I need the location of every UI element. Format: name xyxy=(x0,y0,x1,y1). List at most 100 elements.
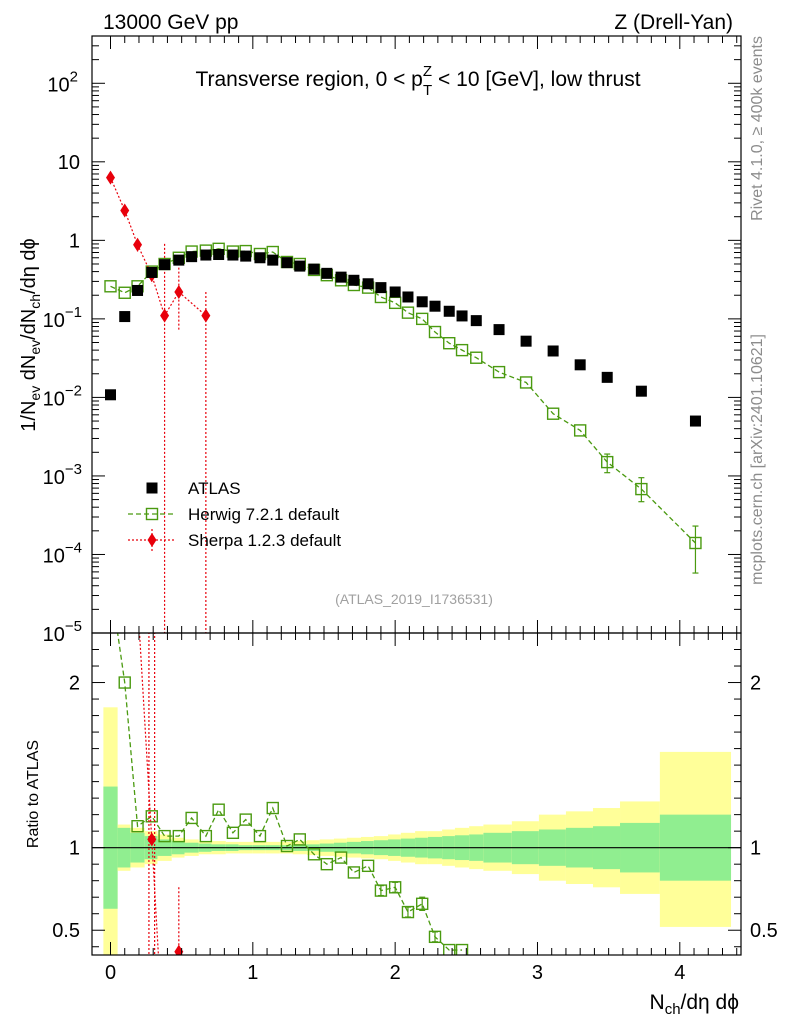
legend-herwig-marker xyxy=(145,507,159,521)
ratio-herwig-point xyxy=(253,829,267,843)
main-panel-title: Transverse region, 0 < pZ T < 10 [GeV], l… xyxy=(195,63,640,99)
herwig-point xyxy=(519,376,533,389)
atlas-point xyxy=(119,311,131,323)
main-y-tick-label: 10−1 xyxy=(43,304,82,332)
ratio-sherpa-point xyxy=(147,832,157,847)
sherpa-point xyxy=(201,308,211,323)
atlas-point xyxy=(105,389,117,401)
ratio-herwig-point xyxy=(280,839,294,853)
atlas-point xyxy=(308,263,320,275)
ratio-axes: 0 1 2 3 4 0.5 0.5 1 1 2 2 xyxy=(52,632,778,984)
ratio-herwig-point xyxy=(226,826,240,840)
tick-base: 10 xyxy=(43,388,65,410)
tick-exponent: −4 xyxy=(65,539,82,556)
atlas-point xyxy=(146,266,158,278)
herwig-point xyxy=(428,325,442,339)
atlas-point xyxy=(493,324,505,336)
ratio-herwig-point xyxy=(401,905,415,919)
atlas-point xyxy=(321,267,333,279)
ratio-y-tick-label: 1 xyxy=(69,838,80,860)
atlas-point xyxy=(200,249,212,261)
herwig-point xyxy=(492,365,506,379)
main-y-tick-label: 10−4 xyxy=(43,539,82,567)
header-energy-label: 13000 GeV pp xyxy=(103,11,238,34)
ratio-herwig-point xyxy=(131,820,144,833)
legend-atlas-marker xyxy=(146,482,158,494)
atlas-point xyxy=(281,257,293,269)
x-tick-label: 3 xyxy=(532,962,543,984)
main-y-tick-label: 10 xyxy=(58,152,80,174)
ratio-herwig-point xyxy=(347,866,361,879)
atlas-point xyxy=(240,250,252,262)
atlas-point xyxy=(689,415,701,427)
tick-exponent: 2 xyxy=(70,68,78,85)
main-y-tick-label: 102 xyxy=(47,68,78,96)
atlas-point xyxy=(574,359,586,371)
tick-base: 10 xyxy=(43,545,65,567)
ratio-herwig-point xyxy=(293,833,306,846)
main-y-tick-label: 10−2 xyxy=(43,382,82,410)
legend-sherpa-marker xyxy=(147,533,157,547)
ratio-herwig-point xyxy=(455,943,469,955)
sherpa-point xyxy=(106,170,116,185)
rivet-version-label: Rivet 4.1.0, ≥ 400k events xyxy=(749,36,766,221)
atlas-point xyxy=(635,385,647,397)
ratio-herwig-point xyxy=(320,857,334,871)
legend-label: ATLAS xyxy=(188,479,241,498)
tick-base: 10 xyxy=(43,624,65,646)
header-process-label: Z (Drell-Yan) xyxy=(614,11,733,34)
atlas-point xyxy=(335,271,347,283)
herwig-point xyxy=(118,286,131,299)
tick-base: 10 xyxy=(47,74,69,96)
legend-label: Sherpa 1.2.3 default xyxy=(188,531,341,550)
herwig-point xyxy=(388,296,402,310)
herwig-point xyxy=(546,407,560,420)
tick-exponent: −5 xyxy=(65,618,82,635)
x-tick-label: 0 xyxy=(105,962,116,984)
atlas-point xyxy=(520,335,532,347)
ratio-sherpa-line xyxy=(138,633,160,955)
herwig-point xyxy=(374,290,388,304)
ratio-herwig-point xyxy=(145,810,158,823)
ratio-y-tick-label-right: 1 xyxy=(750,838,761,860)
herwig-point xyxy=(635,482,648,496)
main-y-tick-label: 10−5 xyxy=(43,618,82,646)
ratio-herwig-point xyxy=(334,851,348,864)
x-axis-label: Nch/dη dϕ xyxy=(650,991,739,1018)
sherpa-point xyxy=(174,284,184,299)
main-y-axis-label: 1/Nev dNev/dNch/dη dϕ xyxy=(18,238,43,431)
ratio-herwig-point xyxy=(361,859,375,873)
tick-exponent: −3 xyxy=(65,461,82,478)
atlas-point xyxy=(294,260,306,272)
ratio-herwig-point xyxy=(239,813,252,826)
ratio-herwig-point xyxy=(374,884,388,897)
ratio-y-tick-label-right: 0.5 xyxy=(750,920,778,942)
atlas-point xyxy=(173,254,185,266)
atlas-point xyxy=(213,249,225,261)
ratio-panel: 0 1 2 3 4 0.5 0.5 1 1 2 2 Ratio to ATLAS Nch/dη dϕ xyxy=(25,632,778,1018)
title-text-b: < 10 [GeV], low thrust xyxy=(432,68,641,91)
mcplots-reference-label: mcplots.cern.ch [arXiv:2401.10621] xyxy=(749,334,766,585)
sherpa-point xyxy=(120,203,130,218)
atlas-point xyxy=(416,296,428,308)
ratio-panel-content xyxy=(92,633,741,955)
x-tick-label: 1 xyxy=(247,962,258,984)
herwig-point xyxy=(443,337,456,350)
herwig-point xyxy=(415,312,429,326)
ratio-y-tick-label: 0.5 xyxy=(52,920,80,942)
ratio-herwig-point xyxy=(428,930,442,944)
ratio-herwig-point xyxy=(443,943,456,955)
atlas-point xyxy=(470,315,482,327)
atlas-point xyxy=(159,259,171,271)
ratio-herwig-point xyxy=(185,811,198,825)
sherpa-point xyxy=(133,237,143,252)
ratio-herwig-point xyxy=(172,829,186,843)
atlas-point xyxy=(186,251,198,263)
atlas-point xyxy=(132,284,144,296)
x-label-a: N xyxy=(650,991,665,1014)
tick-base: 10 xyxy=(43,310,65,332)
ratio-herwig-point xyxy=(388,881,402,894)
